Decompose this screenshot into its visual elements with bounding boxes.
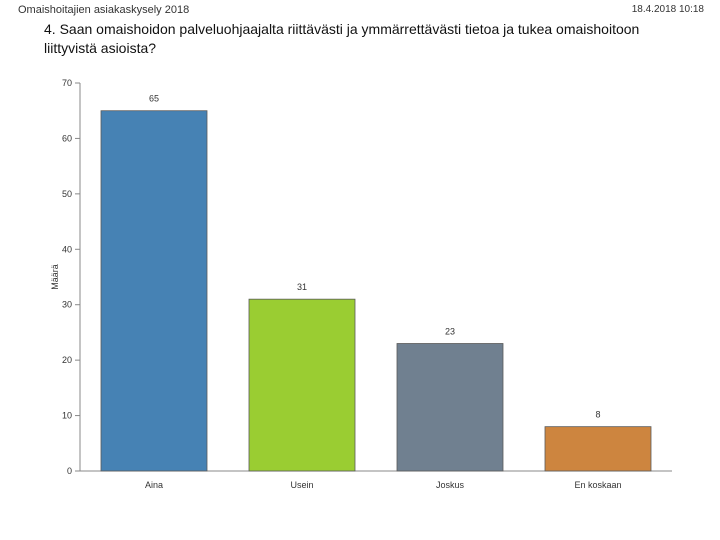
y-tick-label: 0 — [67, 466, 72, 476]
bar-en-koskaan — [544, 426, 652, 472]
y-tick-label: 50 — [62, 189, 72, 199]
y-tick-label: 70 — [62, 78, 72, 88]
x-tick-label: Aina — [145, 480, 163, 490]
y-tick-label: 30 — [62, 300, 72, 310]
report-date: 18.4.2018 10:18 — [631, 4, 704, 15]
data-label: 8 — [595, 410, 600, 420]
y-tick-label: 60 — [62, 133, 72, 143]
y-tick-label: 10 — [62, 411, 72, 421]
x-tick-label: Joskus — [436, 480, 465, 490]
bar-joskus — [396, 343, 504, 472]
chart-title: 4. Saan omaishoidon palveluohjaajalta ri… — [44, 21, 640, 56]
x-tick-label: En koskaan — [574, 480, 621, 490]
survey-name: Omaishoitajien asiakaskysely 2018 — [18, 4, 190, 16]
bar-usein — [248, 298, 356, 472]
y-tick-label: 40 — [62, 244, 72, 254]
y-axis-label: Määrä — [50, 264, 60, 290]
bar-aina — [100, 110, 208, 472]
data-label: 23 — [445, 327, 455, 337]
data-label: 31 — [297, 282, 307, 292]
x-tick-label: Usein — [290, 480, 313, 490]
y-tick-label: 20 — [62, 355, 72, 365]
data-label: 65 — [149, 94, 159, 104]
